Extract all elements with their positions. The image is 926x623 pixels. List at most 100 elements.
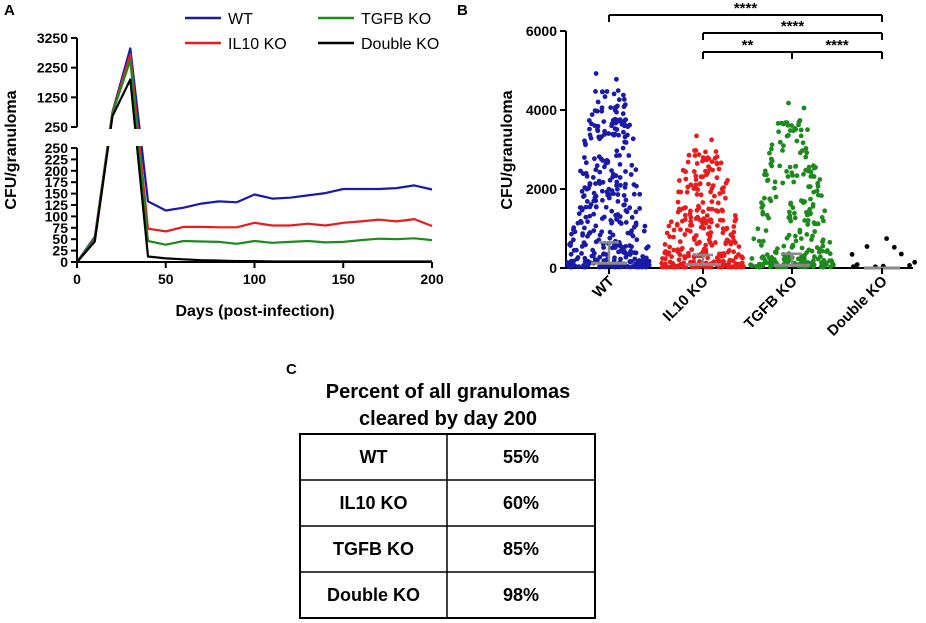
- data-point-tgfb-ko: [772, 179, 778, 185]
- data-point-wt: [591, 190, 597, 196]
- data-point-il10-ko: [731, 249, 737, 255]
- data-point-wt: [617, 162, 623, 167]
- data-point-il10-ko: [671, 234, 676, 240]
- data-point-tgfb-ko: [798, 255, 804, 261]
- table-cell-percent: 60%: [503, 493, 539, 513]
- data-point-tgfb-ko: [773, 250, 779, 256]
- data-point-wt: [600, 89, 605, 94]
- data-point-wt: [595, 126, 600, 132]
- data-point-tgfb-ko: [794, 138, 800, 144]
- data-point-wt: [620, 111, 626, 117]
- data-point-double-ko: [854, 262, 860, 267]
- data-point-wt: [593, 89, 598, 94]
- panel-label-b: B: [457, 2, 468, 19]
- data-point-il10-ko: [706, 206, 712, 212]
- data-point-tgfb-ko: [815, 256, 821, 262]
- x-tick-label: 100: [243, 271, 267, 287]
- data-point-tgfb-ko: [786, 215, 792, 221]
- data-point-tgfb-ko: [804, 150, 810, 156]
- data-point-wt: [588, 135, 594, 141]
- data-point-tgfb-ko: [788, 218, 794, 224]
- data-point-tgfb-ko: [793, 126, 799, 132]
- data-point-il10-ko: [714, 161, 720, 167]
- y-tick-label: 2250: [37, 60, 68, 76]
- data-point-il10-ko: [677, 252, 683, 258]
- data-point-wt: [625, 230, 631, 236]
- panel-label-a: A: [4, 2, 15, 19]
- data-point-tgfb-ko: [803, 154, 809, 160]
- data-point-tgfb-ko: [801, 171, 806, 177]
- data-point-il10-ko: [696, 203, 701, 209]
- data-point-wt: [609, 245, 615, 251]
- data-point-tgfb-ko: [787, 164, 793, 170]
- data-point-il10-ko: [704, 213, 710, 219]
- data-point-double-ko: [851, 264, 856, 269]
- data-point-il10-ko: [698, 224, 704, 230]
- data-point-wt: [636, 264, 642, 270]
- data-point-wt: [586, 185, 591, 191]
- data-point-tgfb-ko: [789, 123, 794, 128]
- data-point-wt: [633, 222, 639, 228]
- data-point-il10-ko: [677, 178, 682, 183]
- data-point-tgfb-ko: [760, 203, 766, 208]
- data-point-tgfb-ko: [784, 235, 790, 241]
- data-point-il10-ko: [660, 256, 665, 261]
- data-point-tgfb-ko: [819, 215, 825, 220]
- data-point-wt: [581, 193, 587, 199]
- table-grid: WT 55% IL10 KO 60% TGFB KO 85% Double KO 98%: [299, 433, 596, 619]
- y-tick-label: 200: [45, 163, 69, 179]
- data-point-tgfb-ko: [811, 163, 816, 169]
- data-point-tgfb-ko: [760, 238, 766, 244]
- data-point-il10-ko: [685, 159, 691, 165]
- data-point-wt: [632, 256, 638, 262]
- data-point-il10-ko: [689, 222, 695, 228]
- y-tick-label: 125: [45, 197, 69, 213]
- panel-c-table: Percent of all granulomas cleared by day…: [299, 381, 596, 619]
- data-point-wt: [589, 112, 595, 117]
- panel-a-x-axis-title: Days (post-infection): [175, 303, 334, 320]
- data-point-wt: [593, 167, 599, 173]
- table-cell-group: IL10 KO: [339, 493, 407, 513]
- panel-b-category-labels: WT IL10 KO TGFB KO Double KO: [589, 268, 891, 340]
- data-point-wt: [641, 264, 647, 269]
- data-point-tgfb-ko: [759, 243, 764, 248]
- data-point-il10-ko: [682, 255, 688, 261]
- data-point-wt: [569, 231, 574, 237]
- data-point-tgfb-ko: [800, 140, 806, 146]
- data-point-il10-ko: [694, 161, 700, 166]
- table-cell-group: Double KO: [327, 585, 420, 605]
- data-point-il10-ko: [713, 240, 718, 245]
- y-tick-label: 6000: [526, 23, 557, 39]
- data-point-tgfb-ko: [760, 209, 766, 215]
- data-point-wt: [580, 171, 586, 177]
- data-point-wt: [592, 156, 597, 162]
- data-point-wt: [580, 232, 585, 238]
- data-point-wt: [623, 140, 629, 145]
- data-point-wt: [599, 188, 605, 194]
- data-point-il10-ko: [701, 246, 707, 252]
- data-point-il10-ko: [680, 167, 686, 173]
- data-point-il10-ko: [733, 254, 739, 260]
- data-point-il10-ko: [698, 192, 704, 198]
- data-point-il10-ko: [714, 255, 720, 261]
- data-point-wt: [631, 191, 637, 197]
- data-point-tgfb-ko: [809, 237, 814, 243]
- data-point-wt: [594, 163, 600, 169]
- data-point-wt: [591, 198, 597, 204]
- data-point-wt: [622, 202, 627, 208]
- data-point-tgfb-ko: [791, 179, 797, 185]
- data-point-il10-ko: [713, 149, 719, 155]
- table-title-line-1: Percent of all granulomas: [326, 381, 571, 403]
- y-tick-label: 100: [45, 208, 69, 224]
- data-point-wt: [612, 255, 617, 261]
- data-point-il10-ko: [676, 257, 682, 263]
- data-point-il10-ko: [692, 148, 697, 153]
- data-point-wt: [626, 153, 632, 158]
- data-point-tgfb-ko: [806, 164, 812, 170]
- data-point-wt: [617, 264, 622, 270]
- data-point-wt: [585, 263, 591, 269]
- data-point-il10-ko: [720, 230, 726, 236]
- data-point-wt: [642, 223, 648, 229]
- data-point-wt: [587, 213, 593, 219]
